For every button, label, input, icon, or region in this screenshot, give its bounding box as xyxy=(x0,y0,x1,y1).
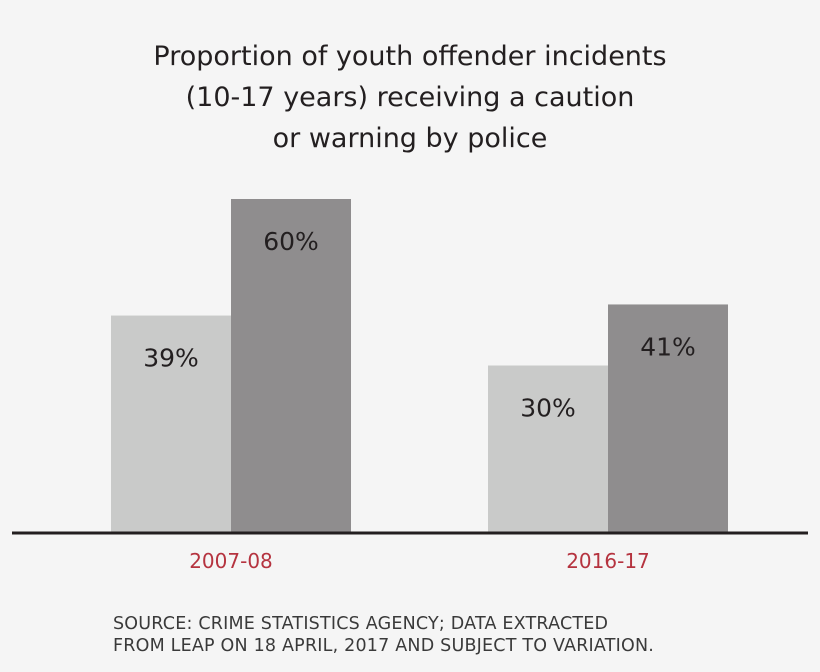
bar xyxy=(231,199,351,532)
bar xyxy=(608,304,728,532)
data-label: 30% xyxy=(520,394,576,423)
chart-title: Proportion of youth offender incidents (… xyxy=(153,41,667,154)
data-label: 41% xyxy=(640,332,696,361)
bar xyxy=(488,365,608,532)
source-note: SOURCE: CRIME STATISTICS AGENCY; DATA EX… xyxy=(113,614,655,656)
data-label: 60% xyxy=(263,227,319,256)
category-label: 2016-17 xyxy=(566,549,650,573)
data-label: 39% xyxy=(143,344,199,373)
bar xyxy=(111,315,231,532)
category-label: 2007-08 xyxy=(189,549,273,573)
